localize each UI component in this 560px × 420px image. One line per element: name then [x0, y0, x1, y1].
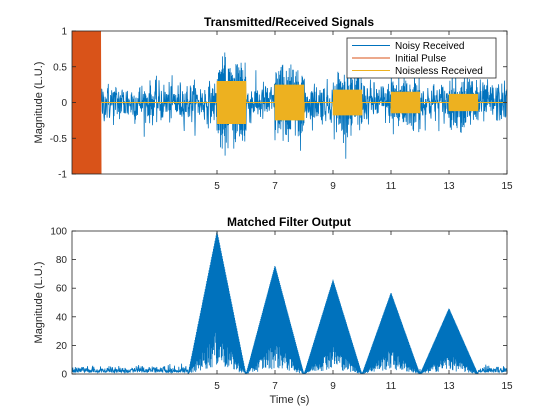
- legend-label-noiseless: Noiseless Received: [395, 66, 483, 77]
- bottom-ytick-label: 80: [56, 255, 68, 266]
- series-noisy-received: [72, 52, 507, 159]
- bottom-ylabel: Magnitude (L.U.): [33, 262, 45, 344]
- bottom-x-ticks: 5 7 9 11 13 15: [214, 231, 513, 392]
- top-xtick-label: 15: [501, 181, 513, 192]
- bottom-ytick-label: 20: [56, 341, 68, 352]
- bottom-xtick-label: 5: [214, 381, 220, 392]
- bottom-ytick-label: 60: [56, 284, 68, 295]
- top-x-ticks: 5 7 9 11 13 15: [214, 31, 513, 192]
- legend-label-pulse: Initial Pulse: [395, 54, 447, 65]
- top-ylabel: Magnitude (L.U.): [33, 62, 45, 144]
- top-ytick-label: 0.5: [53, 62, 67, 73]
- series-noiseless-received: [101, 80, 507, 125]
- legend-label-noisy: Noisy Received: [395, 41, 464, 52]
- top-xtick-label: 9: [330, 181, 336, 192]
- top-y-ticks: -1 -0.5 0 0.5 1: [50, 27, 507, 181]
- bottom-axes: Matched Filter Output 5 7 9 11 13 15 0 20 40 60 8…: [33, 215, 513, 406]
- bottom-data-layer: [72, 231, 507, 374]
- top-xtick-label: 5: [214, 181, 220, 192]
- top-data-layer: [72, 31, 507, 174]
- top-title: Transmitted/Received Signals: [204, 15, 374, 29]
- series-matched-filter-output: [72, 231, 507, 374]
- top-xtick-label: 13: [443, 181, 455, 192]
- bottom-xtick-label: 7: [272, 381, 278, 392]
- top-ytick-label: 1: [61, 27, 67, 38]
- top-axes: Transmitted/Received Signals 5 7 9 11 13 15 -…: [33, 15, 513, 192]
- top-xtick-label: 11: [386, 181, 397, 192]
- top-ytick-label: -1: [58, 170, 67, 181]
- bottom-ytick-label: 40: [56, 312, 68, 323]
- bottom-series-group: [72, 231, 507, 374]
- bottom-y-ticks: 0 20 40 60 80 100: [50, 227, 507, 381]
- bottom-ytick-label: 0: [61, 370, 67, 381]
- top-xtick-label: 7: [272, 181, 278, 192]
- bottom-xtick-label: 9: [330, 381, 336, 392]
- legend: Noisy Received Initial Pulse Noiseless R…: [346, 37, 497, 79]
- bottom-title: Matched Filter Output: [227, 215, 351, 229]
- bottom-xtick-label: 13: [443, 381, 455, 392]
- series-initial-pulse: [72, 31, 102, 174]
- bottom-xtick-label: 11: [386, 381, 397, 392]
- top-ytick-label: -0.5: [50, 134, 68, 145]
- bottom-axes-box: [71, 230, 508, 375]
- top-series-group: [72, 31, 507, 174]
- bottom-xtick-label: 15: [501, 381, 513, 392]
- bottom-xlabel: Time (s): [270, 394, 310, 406]
- bottom-ytick-label: 100: [50, 227, 67, 238]
- top-ytick-label: 0: [61, 98, 67, 109]
